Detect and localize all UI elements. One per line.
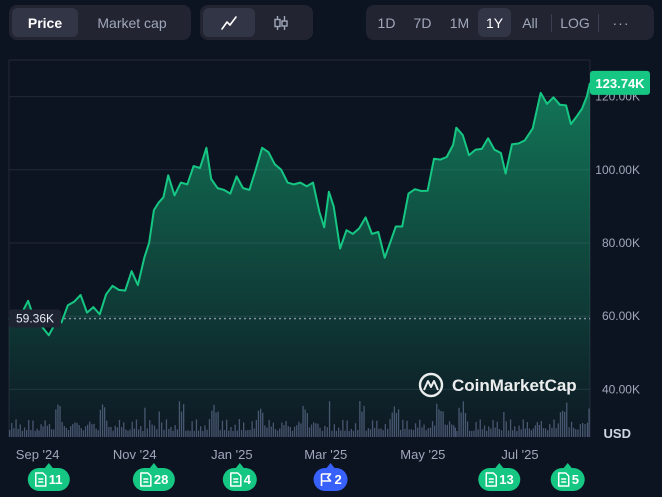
price-line bbox=[8, 82, 591, 337]
document-icon bbox=[230, 472, 242, 487]
badge-count: 2 bbox=[335, 472, 342, 487]
x-tick-label: Nov '24 bbox=[113, 447, 157, 462]
news-marker[interactable]: 13 bbox=[478, 463, 521, 491]
badge-pointer bbox=[235, 463, 244, 468]
tab-market-cap[interactable]: Market cap bbox=[97, 14, 167, 31]
start-price-badge bbox=[9, 309, 61, 328]
more-options-button[interactable]: ··· bbox=[612, 14, 630, 31]
range-all-button[interactable]: All bbox=[522, 14, 538, 31]
price-chart[interactable]: 40.00K 60.00K 80.00K 100.00K 120.00K USD 59.3… bbox=[0, 52, 662, 497]
coinmarketcap-watermark: CoinMarketCap bbox=[418, 372, 577, 398]
coinmarketcap-logo-mark bbox=[423, 380, 439, 391]
flag-icon bbox=[320, 473, 332, 486]
x-tick-label: Jul '25 bbox=[501, 447, 538, 462]
document-icon bbox=[35, 472, 47, 487]
news-marker[interactable]: 28 bbox=[132, 463, 175, 491]
time-range-group: 1D 7D 1M 1Y All LOG ··· bbox=[366, 5, 654, 40]
x-tick-label: Mar '25 bbox=[304, 447, 347, 462]
current-price-badge bbox=[590, 70, 650, 95]
chart-toolbar: Price Market cap 1D 7D 1M 1Y All LOG ··· bbox=[0, 0, 662, 52]
x-tick-label: May '25 bbox=[400, 447, 445, 462]
coinmarketcap-logo-icon bbox=[418, 372, 444, 398]
range-1m-button[interactable]: 1M bbox=[449, 14, 470, 31]
range-7d-button[interactable]: 7D bbox=[413, 14, 432, 31]
toolbar-divider bbox=[551, 13, 552, 32]
log-scale-button[interactable]: LOG bbox=[560, 14, 590, 31]
x-tick-label: Sep '24 bbox=[16, 447, 60, 462]
candlestick-icon bbox=[274, 15, 288, 30]
x-tick-label: Jan '25 bbox=[211, 447, 253, 462]
badge-pointer bbox=[44, 463, 53, 468]
event-marker[interactable]: 2 bbox=[313, 463, 348, 491]
metric-tab-group: Price Market cap bbox=[9, 5, 191, 40]
candlestick-chart-button[interactable] bbox=[255, 8, 307, 37]
news-badge[interactable] bbox=[222, 468, 257, 491]
range-1y-button[interactable]: 1Y bbox=[478, 8, 511, 37]
range-1d-button[interactable]: 1D bbox=[377, 14, 396, 31]
event-badge[interactable] bbox=[313, 468, 348, 491]
news-badge[interactable] bbox=[550, 468, 585, 491]
line-chart-icon bbox=[221, 15, 237, 30]
y-tick-label: 100.00K bbox=[595, 163, 640, 177]
toolbar-divider bbox=[598, 13, 599, 32]
badge-pointer bbox=[149, 463, 158, 468]
badge-pointer bbox=[563, 463, 572, 468]
start-price-label: 59.36K bbox=[16, 312, 54, 326]
news-marker[interactable]: 5 bbox=[550, 463, 585, 491]
volume-unit-label: USD bbox=[604, 426, 631, 441]
badge-count: 28 bbox=[154, 472, 168, 487]
y-tick-label: 80.00K bbox=[602, 236, 640, 250]
badge-pointer bbox=[326, 463, 335, 468]
y-tick-label: 40.00K bbox=[602, 382, 640, 396]
document-icon bbox=[485, 472, 498, 487]
current-price-label: 123.74K bbox=[595, 76, 645, 91]
line-chart-button[interactable] bbox=[203, 8, 255, 37]
watermark-text: CoinMarketCap bbox=[452, 376, 577, 395]
badge-pointer bbox=[495, 463, 504, 468]
tab-price[interactable]: Price bbox=[12, 8, 78, 37]
badge-count: 13 bbox=[499, 472, 513, 487]
chart-mode-group bbox=[200, 5, 313, 40]
news-marker[interactable]: 11 bbox=[27, 463, 70, 491]
price-area bbox=[9, 82, 590, 438]
document-icon bbox=[557, 472, 570, 487]
news-marker[interactable]: 4 bbox=[222, 463, 257, 491]
y-tick-label: 60.00K bbox=[602, 309, 640, 323]
document-icon bbox=[140, 472, 152, 487]
badge-count: 5 bbox=[572, 472, 579, 487]
badge-count: 4 bbox=[244, 472, 252, 487]
badge-count: 11 bbox=[49, 472, 63, 487]
